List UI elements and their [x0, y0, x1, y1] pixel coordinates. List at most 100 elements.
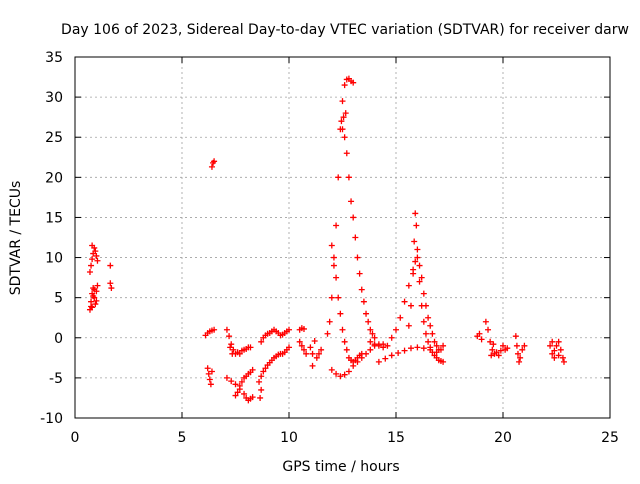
data-point: [365, 318, 372, 325]
data-point: [309, 362, 316, 369]
data-point: [547, 342, 554, 349]
data-point: [354, 254, 361, 261]
data-point: [333, 222, 340, 229]
series-arc-7a: [223, 326, 254, 357]
data-point: [371, 334, 378, 341]
data-point: [352, 234, 359, 241]
data-point: [476, 330, 483, 337]
data-point: [388, 352, 395, 359]
data-point: [367, 346, 374, 353]
data-point: [418, 274, 425, 281]
data-point: [340, 114, 347, 121]
data-point: [360, 298, 367, 305]
data-point: [440, 358, 447, 365]
data-point: [226, 333, 233, 340]
data-point: [440, 342, 447, 349]
data-point: [211, 158, 218, 165]
series-arc-9a: [258, 326, 292, 345]
data-point: [521, 342, 528, 349]
y-tick-label: 5: [54, 291, 63, 307]
data-point: [258, 338, 265, 345]
data-point: [513, 342, 520, 349]
x-tick-label: 15: [387, 430, 405, 446]
series-low-arc-15: [375, 342, 447, 365]
data-point: [311, 337, 318, 344]
data-point: [92, 248, 99, 255]
data-point: [412, 258, 419, 265]
data-point: [504, 345, 511, 352]
data-point: [413, 222, 420, 229]
data-point: [107, 262, 114, 269]
data-point: [489, 346, 496, 353]
data-point: [236, 350, 243, 357]
data-point: [326, 318, 333, 325]
series-arc-9b: [256, 344, 292, 401]
data-point: [298, 342, 305, 349]
data-point: [303, 350, 310, 357]
data-point: [551, 354, 558, 361]
data-point: [296, 338, 303, 345]
data-point: [328, 242, 335, 249]
series-peak-16: [367, 254, 442, 353]
data-point: [401, 347, 408, 354]
data-point: [478, 336, 485, 343]
data-point: [559, 354, 566, 361]
data-point: [405, 282, 412, 289]
data-point: [427, 322, 434, 329]
data-point: [382, 355, 389, 362]
y-tick-label: 15: [45, 210, 63, 226]
data-point: [249, 394, 256, 401]
data-point: [354, 358, 361, 365]
data-point: [397, 314, 404, 321]
data-point: [425, 314, 432, 321]
data-point: [418, 302, 425, 309]
data-point: [211, 326, 218, 333]
data-point: [318, 346, 325, 353]
data-point: [258, 373, 265, 380]
data-point: [411, 238, 418, 245]
data-point: [229, 350, 236, 357]
data-point: [395, 350, 402, 357]
data-point: [437, 346, 444, 353]
data-point: [88, 262, 95, 269]
series-arc-6: [202, 326, 218, 388]
series-early-c: [107, 262, 115, 292]
series-arc-10: [296, 325, 325, 369]
data-point: [223, 374, 230, 381]
data-point: [348, 198, 355, 205]
data-point: [412, 210, 419, 217]
data-point: [300, 346, 307, 353]
data-point: [410, 270, 417, 277]
data-point: [208, 368, 215, 375]
x-axis-label: GPS time / hours: [282, 459, 399, 475]
data-point: [89, 304, 96, 311]
data-point: [416, 278, 423, 285]
data-point: [330, 254, 337, 261]
data-point: [345, 174, 352, 181]
grid: [75, 57, 610, 418]
data-point: [551, 347, 558, 354]
data-point: [519, 346, 526, 353]
data-point: [88, 303, 95, 310]
x-tick-label: 10: [280, 430, 298, 446]
y-tick-label: 20: [45, 170, 63, 186]
data-point: [407, 302, 414, 309]
data-point: [339, 326, 346, 333]
series-cluster-20: [512, 333, 528, 365]
data-point: [371, 341, 378, 348]
data-point: [375, 342, 382, 349]
data-points: [86, 75, 567, 404]
data-point: [339, 126, 346, 133]
data-point: [356, 270, 363, 277]
data-point: [342, 110, 349, 117]
data-point: [307, 344, 314, 351]
data-point: [490, 341, 497, 348]
x-tick-label: 0: [71, 430, 80, 446]
data-point: [258, 386, 265, 393]
data-point: [227, 344, 234, 351]
x-tick-label: 20: [494, 430, 512, 446]
data-point: [420, 290, 427, 297]
data-point: [393, 326, 399, 333]
